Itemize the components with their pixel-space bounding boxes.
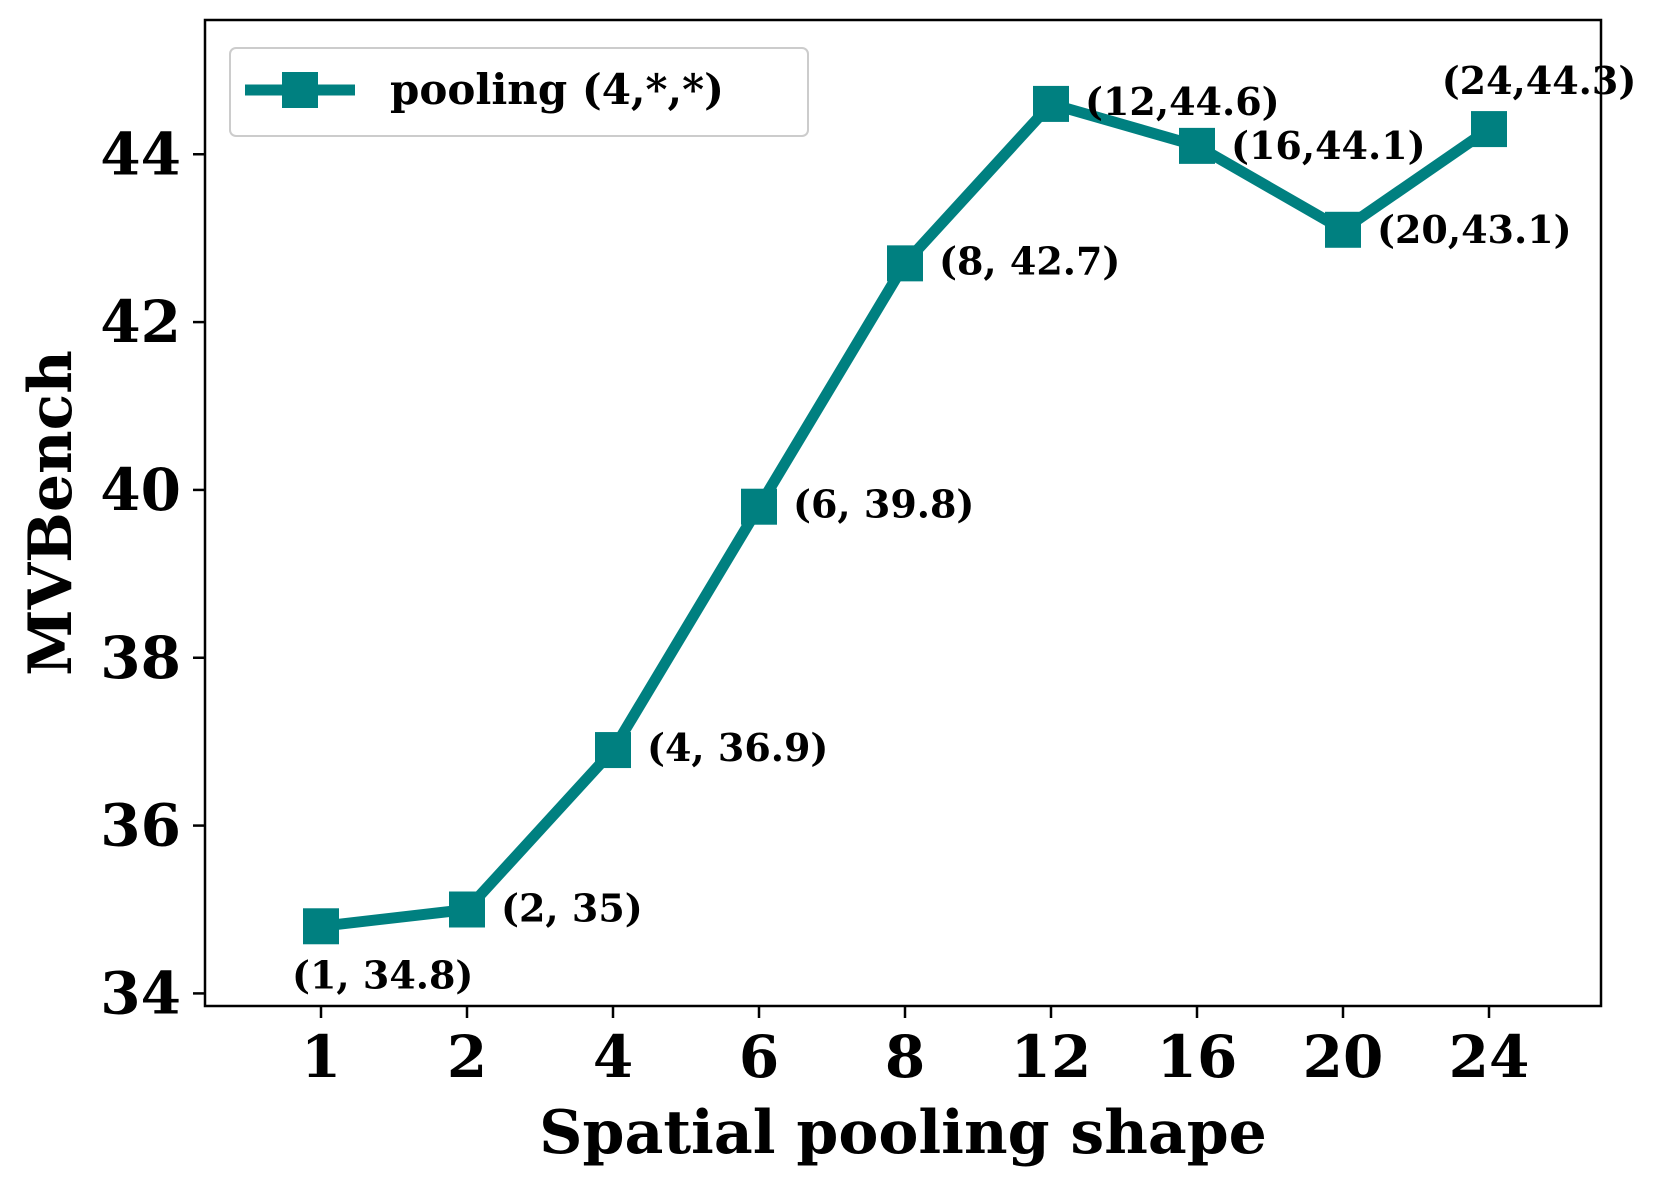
- data-labels: (1, 34.8) (2, 35) (4, 36.9) (6, 39.8) (8, 42…: [292, 58, 1636, 997]
- y-axis-title: MVBench: [16, 350, 86, 676]
- data-point-marker: [887, 245, 923, 282]
- data-label: (1, 34.8): [292, 952, 473, 997]
- plot-area: [203, 18, 1603, 1008]
- x-tick-label: 20: [1303, 1023, 1384, 1091]
- legend-label: pooling (4,*,*): [390, 65, 724, 114]
- x-tick-label: 1: [301, 1023, 341, 1091]
- data-point-marker: [1179, 127, 1215, 164]
- data-label: (6, 39.8): [793, 482, 974, 527]
- y-tick-label: 42: [100, 288, 181, 356]
- x-tick-label: 4: [593, 1023, 633, 1091]
- data-point-marker: [741, 488, 777, 525]
- data-point-marker: [595, 732, 631, 769]
- y-tick-label: 34: [100, 959, 181, 1027]
- y-tick-label: 40: [100, 456, 181, 524]
- y-axis: 34 36 38 40 42 44: [100, 120, 205, 1027]
- data-point-marker: [1325, 211, 1361, 248]
- data-point-marker: [449, 891, 485, 928]
- data-label: (24,44.3): [1442, 58, 1637, 103]
- legend: pooling (4,*,*): [229, 47, 809, 137]
- data-label: (4, 36.9): [647, 725, 828, 770]
- y-tick-label: 36: [100, 792, 181, 860]
- x-axis-title: Spatial pooling shape: [539, 1098, 1267, 1168]
- data-label: (16,44.1): [1231, 123, 1426, 168]
- y-tick-label: 44: [100, 120, 181, 188]
- legend-box: [229, 47, 809, 137]
- x-tick-label: 6: [739, 1023, 779, 1091]
- data-label: (12,44.6): [1085, 79, 1280, 124]
- series-group: [303, 85, 1507, 945]
- data-point-marker: [1033, 85, 1069, 122]
- data-label: (2, 35): [501, 885, 643, 930]
- data-point-marker: [1471, 111, 1507, 148]
- x-tick-label: 12: [1011, 1023, 1092, 1091]
- data-label: (20,43.1): [1377, 207, 1572, 252]
- data-point-marker: [303, 908, 339, 945]
- y-tick-label: 38: [100, 624, 181, 692]
- x-tick-label: 16: [1157, 1023, 1238, 1091]
- x-tick-label: 2: [447, 1023, 487, 1091]
- data-label: (8, 42.7): [939, 238, 1120, 283]
- x-tick-label: 24: [1449, 1023, 1530, 1091]
- x-tick-label: 8: [885, 1023, 925, 1091]
- x-axis: 1 2 4 6 8 12 16 20 24: [301, 1006, 1530, 1091]
- legend-marker: [282, 72, 318, 108]
